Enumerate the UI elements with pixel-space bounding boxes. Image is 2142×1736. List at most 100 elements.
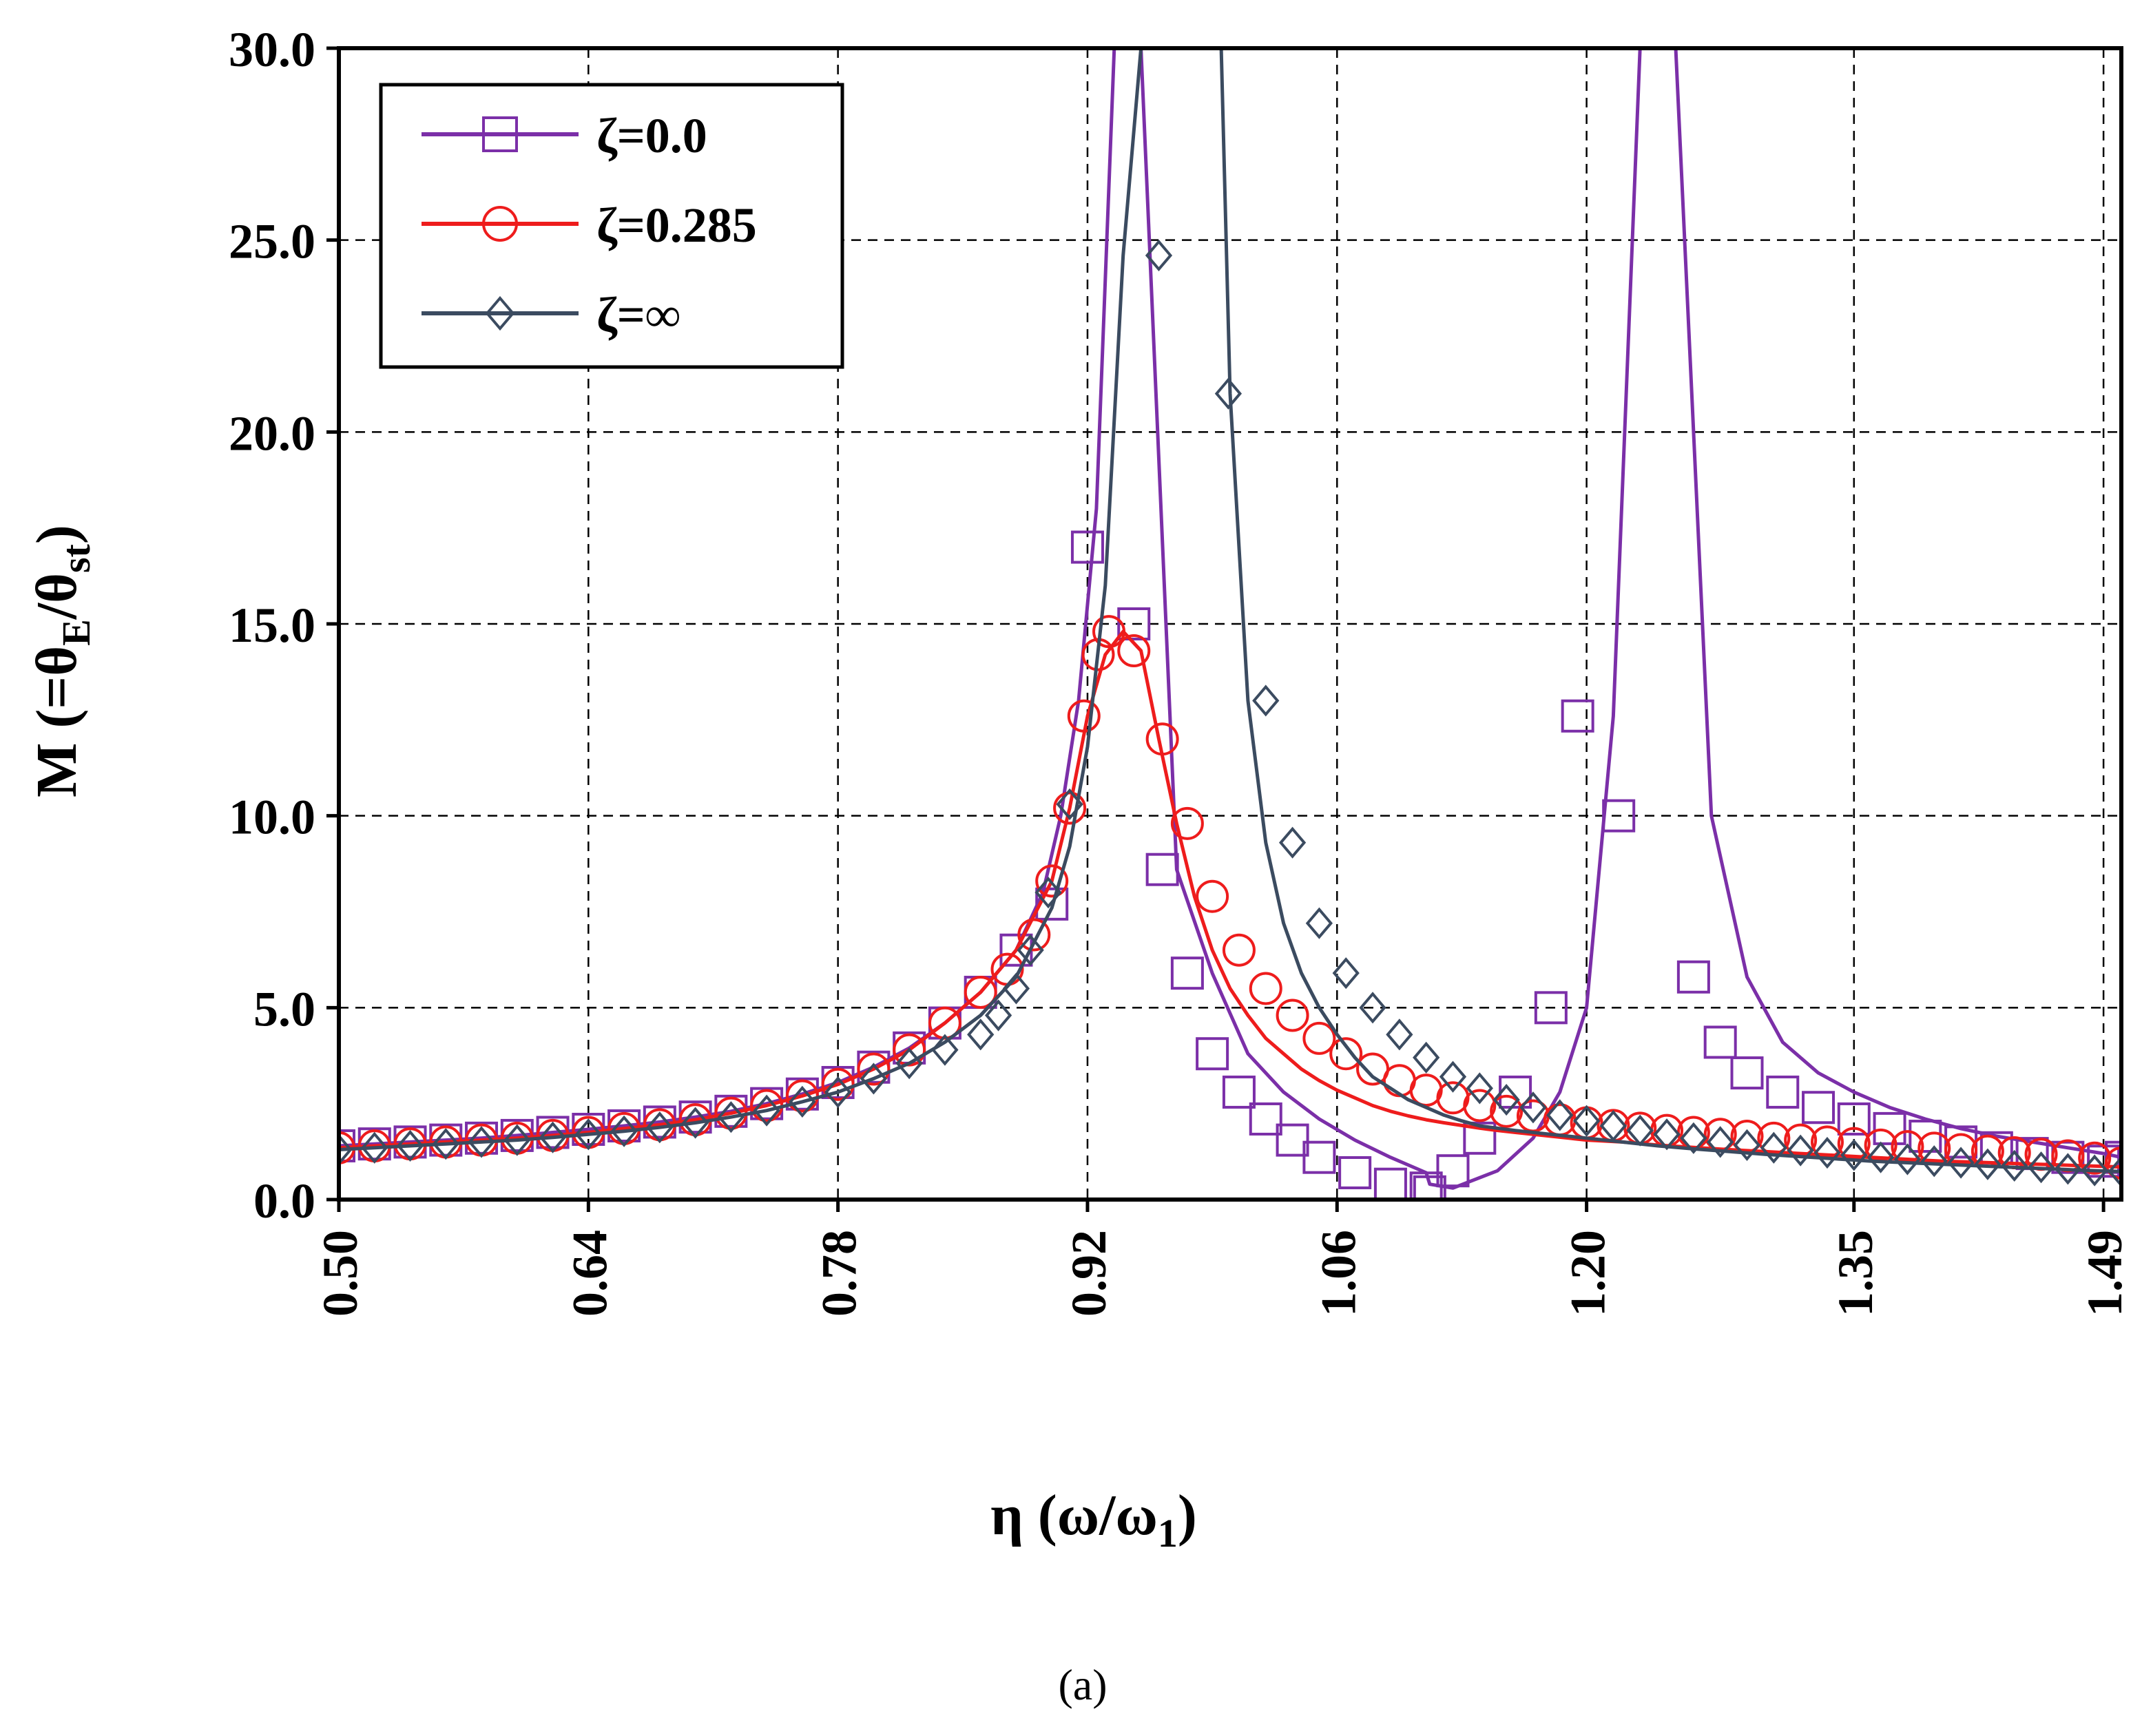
data-point-zeta-0285 [1017,918,1051,952]
data-point-zeta-0285 [857,1052,891,1086]
data-point-zeta-0 [1070,530,1104,564]
data-point-zeta-0 [1463,1121,1497,1155]
data-point-zeta-inf [574,1118,602,1151]
data-point-zeta-inf [1466,1072,1493,1105]
data-point-zeta-inf [646,1111,674,1144]
legend-marker-zeta-0285 [482,206,518,242]
data-point-zeta-inf [2027,1151,2055,1184]
data-point-zeta-0 [1730,1056,1764,1090]
data-point-zeta-inf [396,1129,424,1162]
data-point-zeta-inf [1787,1134,1814,1167]
data-point-zeta-inf [931,1034,959,1066]
data-point-zeta-0 [1837,1102,1871,1136]
data-point-zeta-0285 [1329,1037,1363,1071]
data-point-zeta-0285 [1276,998,1309,1032]
legend: ζ=0.0 ζ=0.285 ζ=∞ [379,83,844,369]
data-point-zeta-inf [1017,934,1044,966]
data-point-zeta-inf [824,1076,852,1109]
data-point-zeta-0285 [1092,615,1126,649]
data-point-zeta-inf [1893,1143,1922,1175]
data-point-zeta-inf [1947,1147,1975,1179]
data-point-zeta-inf [361,1131,388,1164]
data-point-zeta-inf [2001,1149,2028,1182]
data-point-zeta-inf [1920,1145,1948,1178]
data-point-zeta-inf [1359,992,1386,1024]
data-point-zeta-inf [1840,1139,1868,1171]
data-point-zeta-inf [1653,1118,1681,1151]
data-point-zeta-0285 [1490,1094,1524,1128]
data-point-zeta-inf [2108,1155,2121,1188]
data-point-zeta-inf [860,1063,888,1095]
legend-label-zeta-0: ζ=0.0 [596,108,707,163]
data-point-zeta-0 [1413,1175,1446,1200]
data-point-zeta-inf [1439,1060,1467,1093]
data-point-zeta-inf [432,1128,459,1160]
axes: 0.0 5.0 10.0 15.0 20.0 25.0 30.0 0.50 0.64 0.78 0.… [229,22,2132,1317]
data-point-zeta-inf [1305,907,1333,939]
x-tick-label: 0.92 [1061,1230,1116,1317]
x-tick-label: 1.35 [1828,1230,1883,1317]
x-tick-label: 0.78 [812,1230,867,1317]
y-tick-label: 30.0 [229,22,315,77]
data-point-zeta-inf [789,1085,816,1118]
data-point-zeta-0 [1676,960,1710,994]
data-point-zeta-0285 [1463,1089,1497,1122]
data-point-zeta-0 [1534,991,1568,1025]
data-point-zeta-inf [1332,957,1360,990]
data-point-zeta-inf [1413,1041,1440,1074]
data-point-zeta-inf [1034,877,1062,909]
data-point-zeta-inf [1145,239,1173,272]
data-point-zeta-0 [1170,956,1204,990]
series-layer [339,48,2121,1200]
data-point-zeta-inf [1278,826,1307,859]
data-point-zeta-0285 [2078,1141,2112,1175]
data-point-zeta-0285 [1117,634,1151,668]
data-point-zeta-inf [681,1107,709,1139]
x-axis-label: η (ω/ω1) [990,1483,1197,1556]
series-line-zeta-0285 [339,629,2121,1169]
data-point-zeta-inf [1680,1122,1707,1154]
data-point-zeta-0 [1703,1025,1737,1059]
data-point-zeta-0 [1373,1167,1407,1200]
x-tick-label: 0.64 [562,1230,617,1317]
data-point-zeta-0 [1145,853,1179,886]
data-point-zeta-0285 [964,976,997,1010]
data-point-zeta-inf [339,1133,353,1166]
data-point-zeta-0 [1249,1102,1282,1136]
data-point-zeta-inf [503,1124,531,1156]
data-point-zeta-0 [1117,607,1151,640]
data-point-zeta-0 [1561,699,1594,733]
data-point-zeta-0 [1035,887,1069,921]
y-tick-label: 5.0 [253,981,315,1036]
y-tick-label: 0.0 [253,1173,315,1228]
data-point-zeta-0285 [1302,1021,1336,1055]
data-point-zeta-0 [1409,1171,1443,1200]
data-point-zeta-inf [717,1101,745,1133]
data-point-zeta-inf [1813,1136,1841,1169]
data-point-zeta-0 [1766,1075,1800,1109]
data-point-zeta-inf [1493,1084,1520,1116]
data-point-zeta-inf [610,1115,638,1147]
x-tick-label: 0.50 [313,1230,368,1317]
data-point-zeta-0 [1873,1111,1906,1145]
data-point-zeta-0285 [1035,864,1069,898]
data-point-zeta-inf [1519,1091,1547,1124]
data-point-zeta-0285 [1222,933,1256,967]
y-tick-label: 15.0 [229,598,315,653]
data-point-zeta-inf [1002,972,1030,1005]
legend-marker-zeta-0 [482,116,518,152]
data-point-zeta-inf [1707,1126,1734,1158]
legend-label-zeta-0285: ζ=0.285 [596,198,757,253]
data-point-zeta-0285 [1249,972,1282,1005]
data-point-zeta-inf [1214,377,1242,410]
data-point-zeta-inf [2054,1153,2081,1185]
x-tick-label: 1.49 [2077,1230,2132,1317]
data-point-zeta-inf [895,1047,923,1080]
legend-label-zeta-inf: ζ=∞ [596,287,680,342]
data-point-zeta-inf [1572,1105,1601,1137]
data-point-zeta-0285 [1170,806,1204,840]
data-point-zeta-inf [1867,1141,1895,1173]
data-point-zeta-inf [1626,1114,1654,1147]
y-tick-label: 25.0 [229,214,315,269]
